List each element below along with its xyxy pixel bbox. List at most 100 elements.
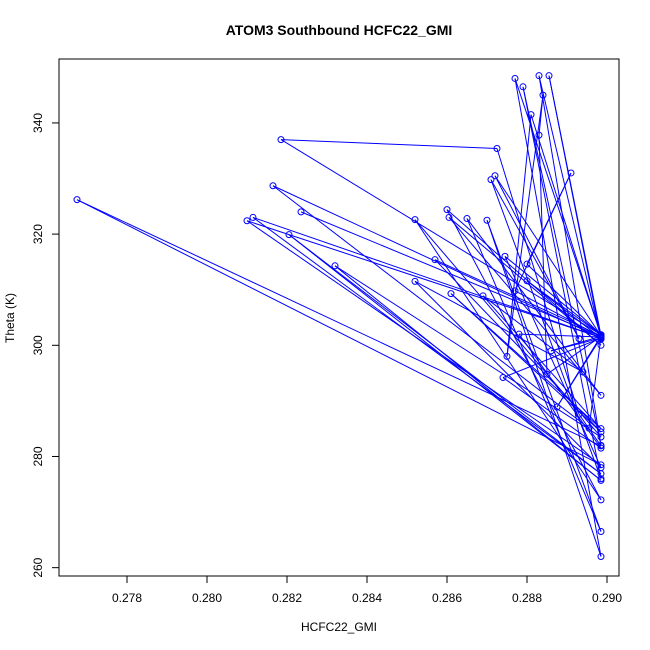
data-point xyxy=(443,206,451,214)
series-line-segment xyxy=(514,290,602,338)
series-lines xyxy=(76,75,602,557)
y-tick-label: 260 xyxy=(31,557,45,577)
x-axis: 0.278 0.280 0.282 0.284 0.286 0.288 0.290 xyxy=(112,576,622,605)
series-line-segment xyxy=(550,335,602,352)
series-line-segment xyxy=(504,256,602,468)
series-line-segment xyxy=(466,218,602,532)
series-line-segment xyxy=(538,75,602,446)
y-tick-label: 280 xyxy=(31,446,45,466)
data-point xyxy=(597,528,605,536)
series-line-segment xyxy=(518,333,602,338)
data-point xyxy=(73,196,81,204)
data-point xyxy=(499,374,507,382)
data-point xyxy=(597,334,605,342)
series-line-segment xyxy=(556,337,602,408)
series-line-segment xyxy=(486,220,602,557)
series-line-segment xyxy=(494,175,602,337)
data-point xyxy=(575,410,583,418)
data-point xyxy=(501,252,509,260)
data-point xyxy=(249,213,257,221)
data-point xyxy=(269,182,277,190)
series-line-segment xyxy=(414,281,602,468)
series-line-segment xyxy=(434,259,602,337)
series-line-segment xyxy=(446,209,602,501)
data-point xyxy=(445,213,453,221)
data-point xyxy=(511,74,519,82)
series-line-segment xyxy=(502,337,602,379)
series-line-segment xyxy=(334,265,602,438)
series-line-segment xyxy=(514,172,572,292)
data-point xyxy=(511,287,519,295)
series-line-segment xyxy=(76,199,602,466)
data-point xyxy=(597,461,605,469)
series-line-segment xyxy=(506,95,544,357)
data-point xyxy=(597,433,605,441)
data-point xyxy=(519,83,527,91)
series-line-segment xyxy=(518,333,602,449)
data-point xyxy=(463,215,471,223)
x-tick-label: 0.290 xyxy=(592,591,622,605)
series-line-segment xyxy=(548,75,602,340)
series-line-segment xyxy=(538,75,602,340)
series-line-segment xyxy=(448,217,602,396)
y-tick-label: 340 xyxy=(31,113,45,133)
data-point xyxy=(597,425,605,433)
y-axis: 260 280 300 320 340 xyxy=(31,113,59,578)
x-tick-label: 0.286 xyxy=(432,591,462,605)
data-point xyxy=(243,217,251,225)
data-point xyxy=(535,72,543,80)
data-point xyxy=(297,208,305,216)
data-point xyxy=(575,335,583,343)
x-tick-label: 0.284 xyxy=(352,591,382,605)
data-point xyxy=(493,145,501,153)
data-point xyxy=(597,475,605,483)
data-point xyxy=(539,91,547,99)
data-point xyxy=(527,111,535,119)
series-line-segment xyxy=(252,217,602,475)
series-line-segment xyxy=(272,185,590,429)
y-tick-label: 320 xyxy=(31,224,45,244)
data-point xyxy=(515,330,523,338)
data-point xyxy=(597,553,605,561)
data-point xyxy=(597,444,605,452)
data-point xyxy=(285,231,293,239)
data-point xyxy=(553,403,561,411)
data-point xyxy=(597,391,605,399)
series-line-segment xyxy=(588,336,602,429)
data-point xyxy=(277,136,285,144)
series-line-segment xyxy=(514,78,602,336)
data-point xyxy=(483,216,491,224)
data-point xyxy=(535,131,543,139)
data-point xyxy=(331,262,339,270)
data-point xyxy=(597,441,605,449)
data-point xyxy=(545,72,553,80)
x-axis-label: HCFC22_GMI xyxy=(301,620,377,634)
series-line-segment xyxy=(506,114,532,357)
series-line-segment xyxy=(546,335,602,375)
series-line-segment xyxy=(530,114,602,336)
data-point xyxy=(543,370,551,378)
data-point xyxy=(411,216,419,224)
series-line-segment xyxy=(526,263,602,336)
data-point xyxy=(411,277,419,285)
series-line-segment xyxy=(280,139,498,150)
series-line-segment xyxy=(494,175,580,339)
series-line-segment xyxy=(514,78,602,557)
y-axis-label: Theta (K) xyxy=(3,293,17,343)
series-line-segment xyxy=(504,255,602,336)
series-line-segment xyxy=(450,293,602,430)
series-line-segment xyxy=(490,179,602,479)
data-point xyxy=(479,292,487,300)
data-point xyxy=(597,464,605,472)
data-point xyxy=(503,352,511,360)
data-point xyxy=(567,169,575,177)
data-point xyxy=(431,256,439,264)
data-point xyxy=(597,428,605,436)
data-point xyxy=(491,172,499,180)
data-point xyxy=(597,496,605,504)
plot-frame xyxy=(58,58,620,577)
series-line-segment xyxy=(288,234,602,481)
data-point xyxy=(523,277,531,285)
series-line-segment xyxy=(482,295,584,373)
